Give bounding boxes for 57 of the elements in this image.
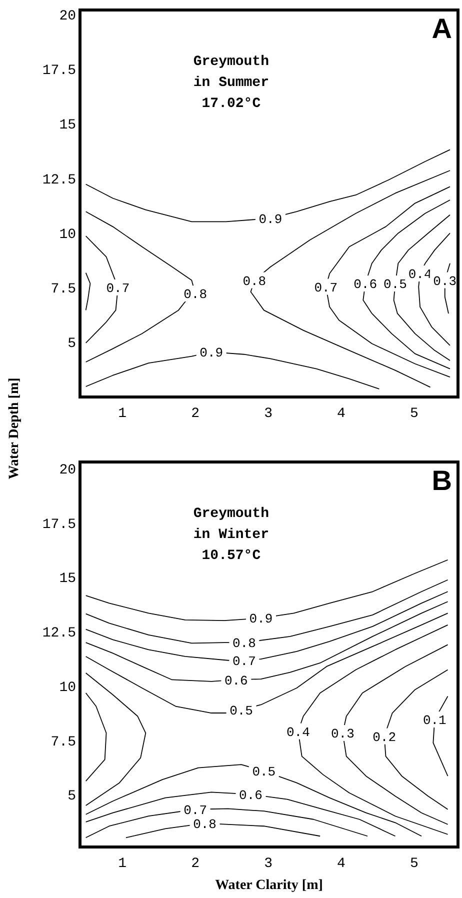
line-series <box>85 672 146 806</box>
series-label: 0.8 <box>184 287 207 302</box>
x-tick-label: 4 <box>337 406 346 422</box>
x-tick-label: 2 <box>191 406 200 422</box>
x-tick-label: 5 <box>410 406 418 422</box>
series-label: 0.2 <box>372 730 396 745</box>
series-label: 0.6 <box>224 673 248 688</box>
x-tick-label: 1 <box>118 856 127 872</box>
y-tick-label: 15 <box>59 118 76 134</box>
series-label: 0.3 <box>331 726 354 742</box>
y-tick-label: 20 <box>59 8 76 24</box>
series-label: 0.1 <box>422 713 447 728</box>
series-label: 0.7 <box>106 281 130 296</box>
y-tick-label: 5 <box>68 336 76 352</box>
series-label: 0.9 <box>258 212 282 227</box>
series-label: 0.4 <box>286 724 310 740</box>
y-tick-label: 12.5 <box>42 172 76 188</box>
y-tick-label: 10 <box>59 680 76 696</box>
y-tick-label: 17.5 <box>42 516 76 533</box>
series-label: 0.7 <box>232 654 256 669</box>
x-tick-label: 3 <box>264 856 272 872</box>
chart-title: B <box>432 465 452 496</box>
line-series <box>85 692 107 782</box>
line-series <box>85 763 422 837</box>
annotation: Greymouth in Winter 10.57°C <box>193 506 270 564</box>
y-tick-label: 17.5 <box>42 62 76 79</box>
annotation: Greymouth in Summer 17.02°C <box>193 54 270 112</box>
series-label: 0.9 <box>249 612 273 627</box>
y-tick-label: 15 <box>59 571 76 588</box>
y-tick-label: 12.5 <box>42 626 76 642</box>
line-series <box>85 272 91 311</box>
series-label: 0.3 <box>433 274 457 289</box>
series-label: 0.8 <box>232 636 256 652</box>
chart-title: A <box>432 13 452 44</box>
series-label: 0.4 <box>408 267 432 282</box>
x-axis-title: Water Clarity [m] <box>215 878 323 893</box>
series-label: 0.8 <box>193 816 216 832</box>
y-tick-label: 7.5 <box>50 734 76 750</box>
series-label: 0.6 <box>239 788 262 803</box>
series-label: 0.5 <box>252 764 276 780</box>
y-tick-label: 20 <box>59 462 76 478</box>
x-tick-label: 1 <box>118 406 127 422</box>
x-tick-label: 2 <box>191 856 200 872</box>
series-label: 0.5 <box>230 703 253 718</box>
y-tick-label: 10 <box>59 226 76 243</box>
series-label: 0.7 <box>184 802 207 818</box>
series-label: 0.6 <box>354 277 378 292</box>
series-label: 0.8 <box>242 274 266 289</box>
series-label: 0.7 <box>314 280 338 296</box>
x-tick-label: 5 <box>410 856 418 872</box>
y-tick-label: 7.5 <box>50 282 76 298</box>
y-axis-title: Water Depth [m] <box>7 378 22 480</box>
x-tick-label: 4 <box>337 856 346 872</box>
series-label: 0.5 <box>384 277 407 292</box>
y-tick-label: 5 <box>68 788 76 805</box>
x-tick-label: 3 <box>264 406 272 422</box>
series-label: 0.9 <box>200 346 224 361</box>
